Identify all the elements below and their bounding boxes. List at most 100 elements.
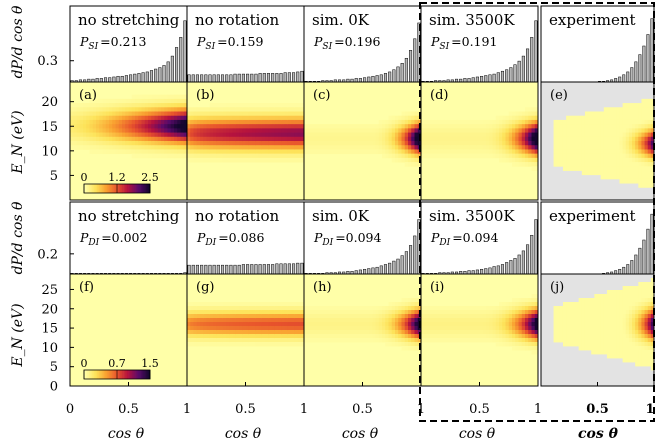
heatmap-cell <box>346 145 350 150</box>
heatmap-cell <box>265 310 269 315</box>
heatmap-cell <box>610 145 614 150</box>
colorbar-segment <box>131 184 134 193</box>
heatmap-cell <box>447 318 451 323</box>
heatmap-cell <box>105 107 110 112</box>
heatmap-cell <box>440 128 445 133</box>
heatmap-cell <box>157 107 162 112</box>
heatmap-cell <box>167 153 172 159</box>
heatmap-cell <box>330 326 334 331</box>
heatmap-cell <box>443 141 448 146</box>
heatmap-cell <box>359 132 363 138</box>
heatmap-cell <box>625 124 630 129</box>
heatmap-cell <box>515 298 519 303</box>
heatmap-cell <box>105 141 110 146</box>
heatmap-cell <box>521 334 526 339</box>
heatmap-cell <box>86 124 90 129</box>
heatmap-cell <box>248 157 253 163</box>
heatmap-cell <box>466 119 471 125</box>
heatmap-cell <box>216 145 220 150</box>
colorbar-segment <box>125 370 128 379</box>
heatmap-cell <box>359 124 363 129</box>
heatmap-cell <box>531 306 536 311</box>
heatmap-cell <box>591 306 595 311</box>
heatmap-cell <box>635 174 639 180</box>
heatmap-cell <box>628 322 633 327</box>
heatmap-cell <box>187 119 191 125</box>
heatmap-cell <box>476 149 480 155</box>
heatmap-cell <box>346 318 350 323</box>
heatmap-cell <box>566 330 570 335</box>
heatmap-cell <box>528 162 532 167</box>
heatmap-cell <box>209 338 214 343</box>
heatmap-cell <box>569 342 573 347</box>
heatmap-cell <box>495 334 500 339</box>
heatmap-cell <box>235 157 240 163</box>
heatmap-cell <box>235 124 240 129</box>
heatmap-cell <box>352 149 357 155</box>
heatmap-cell <box>638 183 642 188</box>
heatmap-cell <box>482 136 487 142</box>
heatmap-cell <box>581 132 586 138</box>
heatmap-cell <box>569 330 573 335</box>
heatmap-cell <box>638 157 642 163</box>
heatmap-cell <box>508 326 513 331</box>
heatmap-cell <box>388 326 393 331</box>
heatmap-cell <box>440 330 445 335</box>
heatmap-cell <box>619 149 624 155</box>
heatmap-cell <box>300 342 305 347</box>
heatmap-cell <box>362 128 367 133</box>
heatmap-cell <box>456 141 461 146</box>
heatmap-cell <box>297 302 302 307</box>
heatmap-cell <box>167 136 172 142</box>
heatmap-cell <box>638 358 642 363</box>
histogram-bar <box>484 75 488 83</box>
heatmap-cell <box>430 314 435 319</box>
heatmap-cell <box>562 166 567 171</box>
heatmap-cell <box>647 338 652 343</box>
heatmap-cell <box>382 136 386 142</box>
heatmap-cell <box>109 119 113 125</box>
heatmap-cell <box>144 136 149 142</box>
heatmap-cell <box>632 318 636 323</box>
heatmap-cell <box>395 330 399 335</box>
heatmap-cell <box>434 136 438 142</box>
heatmap-cell <box>76 119 81 125</box>
heatmap-cell <box>644 98 649 104</box>
heatmap-cell <box>213 111 217 117</box>
heatmap-cell <box>463 132 467 138</box>
heatmap-cell <box>625 166 630 171</box>
xtick-label: 0 <box>66 402 74 417</box>
heatmap-cell <box>187 302 191 307</box>
heatmap-cell <box>385 322 389 327</box>
heatmap-cell <box>284 326 289 331</box>
heatmap-cell <box>255 342 259 347</box>
heatmap-cell <box>135 124 139 129</box>
heatmap-cell <box>525 314 529 319</box>
heatmap-cell <box>206 322 211 327</box>
heatmap-cell <box>603 314 608 319</box>
heatmap-cell <box>151 132 155 138</box>
heatmap-cell <box>213 132 217 138</box>
heatmap-cell <box>613 318 617 323</box>
heatmap-cell <box>174 98 178 104</box>
heatmap-cell <box>148 119 152 125</box>
heatmap-cell <box>578 132 583 138</box>
heatmap-cell <box>164 94 168 100</box>
heatmap-cell <box>469 326 474 331</box>
heatmap-cell <box>572 132 576 138</box>
heatmap-cell <box>300 111 305 117</box>
heatmap-cell <box>216 136 220 142</box>
heatmap-cell <box>300 314 305 319</box>
heatmap-cell <box>606 145 611 150</box>
heatmap-cell <box>255 136 259 142</box>
heatmap-cell <box>229 124 233 129</box>
heatmap-cell <box>274 302 279 307</box>
heatmap-cell <box>534 294 539 299</box>
heatmap-cell <box>512 162 516 167</box>
heatmap-cell <box>463 318 467 323</box>
heatmap-cell <box>346 136 350 142</box>
histogram-bar <box>375 75 379 83</box>
heatmap-cell <box>443 306 448 311</box>
heatmap-cell <box>261 141 266 146</box>
heatmap-cell <box>628 145 633 150</box>
